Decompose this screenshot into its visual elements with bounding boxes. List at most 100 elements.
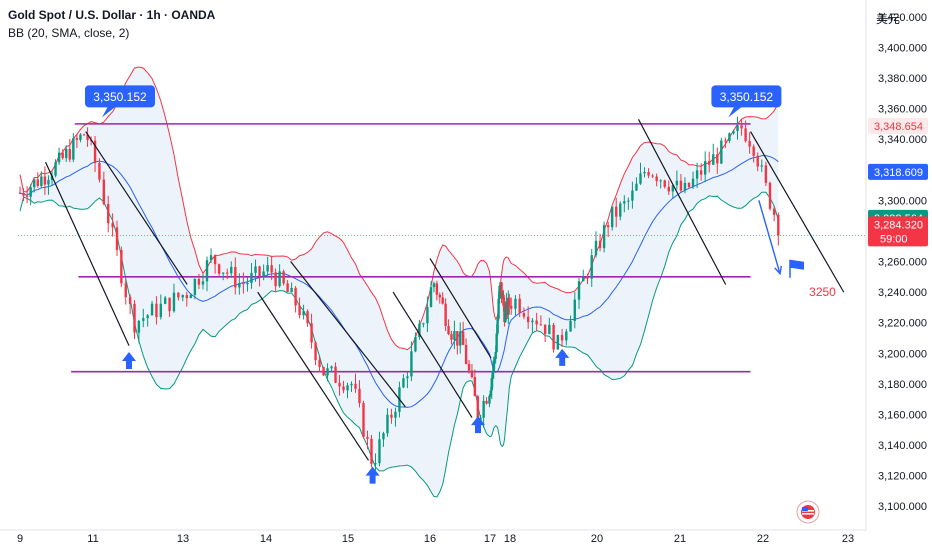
candle-body <box>552 324 555 350</box>
candle-body <box>107 204 110 224</box>
candle-body <box>543 324 547 335</box>
candle-body <box>496 318 499 334</box>
candle-body <box>586 277 589 279</box>
up-arrow-0 <box>122 351 136 369</box>
candle-body <box>65 149 68 159</box>
candle-body <box>651 175 654 177</box>
candle-body <box>40 176 43 186</box>
candle-body <box>518 298 521 314</box>
bollinger-lower <box>19 191 779 498</box>
candle-body <box>441 297 444 304</box>
callout-pointer-1 <box>728 106 743 118</box>
candle-body <box>326 368 329 376</box>
candle-body <box>740 125 743 129</box>
candle-body <box>314 342 317 361</box>
candle-body <box>470 370 474 378</box>
candle-body <box>768 182 772 209</box>
x-tick-label: 13 <box>177 533 189 545</box>
x-tick-label: 11 <box>87 533 98 545</box>
x-tick-label: 17 <box>484 533 496 545</box>
candle-body <box>172 292 176 312</box>
candle-body <box>635 183 638 191</box>
candle-body <box>29 187 32 197</box>
candle-body <box>418 323 421 338</box>
candle-body <box>691 178 695 187</box>
candle-body <box>429 287 433 307</box>
candle-body <box>679 180 683 191</box>
price-tag-label-1: 3,318.609 <box>874 167 923 179</box>
candle-body <box>370 438 373 464</box>
candle-body <box>493 358 496 361</box>
y-tick-label: 3,200.000 <box>878 348 927 360</box>
candle-body <box>342 386 345 391</box>
y-tick-label: 3,380.000 <box>878 73 927 85</box>
trendline-4 <box>392 291 473 418</box>
candle-body <box>435 283 439 295</box>
callout-box-1 <box>711 85 782 108</box>
candle-body <box>565 331 568 341</box>
trendline-0 <box>45 161 130 346</box>
candle-body <box>497 298 500 319</box>
y-tick-label: 3,260.000 <box>878 257 927 269</box>
candle-body <box>488 395 491 404</box>
price-tag-bg-0 <box>868 117 928 134</box>
y-tick-label: 3,220.000 <box>878 318 927 330</box>
candle-body <box>68 149 71 160</box>
candle-body <box>756 155 759 167</box>
bollinger-middle <box>19 155 779 408</box>
candle-body <box>494 351 497 359</box>
x-tick-label: 16 <box>424 533 436 545</box>
candle-body <box>137 320 141 333</box>
currency-unit[interactable]: 美元 <box>876 12 901 26</box>
candle-body <box>490 377 493 391</box>
candle-body <box>522 313 526 317</box>
trendline-3 <box>290 261 406 408</box>
candle-body <box>258 266 261 277</box>
candle-body <box>47 180 50 185</box>
trendline-7 <box>750 131 845 293</box>
y-tick-label: 3,420.000 <box>878 12 927 24</box>
candle-body <box>531 320 534 323</box>
candle-body <box>362 403 365 437</box>
candle-body <box>330 366 333 369</box>
candle-body <box>102 179 106 205</box>
target-flag <box>790 259 804 270</box>
candle-body <box>72 138 75 160</box>
x-tick-label: 18 <box>504 533 516 545</box>
bollinger-upper <box>19 66 779 351</box>
candle-body <box>254 266 257 273</box>
candle-body <box>346 385 349 391</box>
symbol-title[interactable]: Gold Spot / U.S. Dollar · 1h · OANDA <box>8 8 216 22</box>
forecast-arrow-line <box>758 200 781 274</box>
candle-body <box>201 281 205 285</box>
candle-body <box>663 180 666 187</box>
candle-body <box>54 162 57 176</box>
candle-body <box>728 133 731 141</box>
candle-body <box>128 297 132 304</box>
candle-body <box>133 303 136 333</box>
candle-body <box>535 320 538 325</box>
candle-body <box>602 225 606 249</box>
candle-body <box>294 287 297 306</box>
candle-body <box>414 337 417 352</box>
candle-body <box>163 297 167 304</box>
candle-body <box>491 371 494 378</box>
candle-body <box>573 299 576 321</box>
us-flag-icon[interactable] <box>796 500 820 524</box>
candle-body <box>473 377 477 397</box>
candle-body <box>111 223 114 228</box>
indicator-label[interactable]: BB (20, SMA, close, 2) <box>8 26 130 40</box>
candle-body <box>659 180 662 182</box>
candle-body <box>699 170 703 175</box>
candle-body <box>334 366 337 383</box>
candle-body <box>168 297 171 312</box>
y-tick-label: 3,300.000 <box>878 195 927 207</box>
candle-body <box>476 396 479 419</box>
candle-body <box>230 266 233 274</box>
x-tick-label: 20 <box>591 533 603 545</box>
candle-body <box>508 297 511 306</box>
candle-body <box>482 400 485 418</box>
candle-body <box>606 225 610 228</box>
